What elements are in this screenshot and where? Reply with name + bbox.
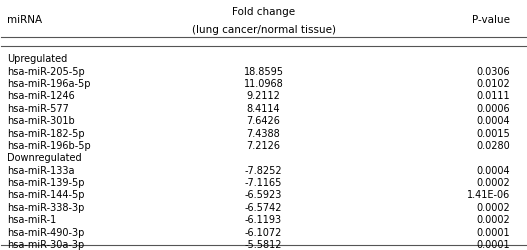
Text: 0.0004: 0.0004 — [476, 116, 510, 126]
Text: hsa-miR-205-5p: hsa-miR-205-5p — [7, 67, 84, 77]
Text: 1.41E-06: 1.41E-06 — [466, 190, 510, 200]
Text: -6.1193: -6.1193 — [245, 215, 282, 225]
Text: miRNA: miRNA — [7, 15, 42, 25]
Text: Upregulated: Upregulated — [7, 54, 67, 64]
Text: 7.4388: 7.4388 — [247, 128, 280, 138]
Text: hsa-miR-196a-5p: hsa-miR-196a-5p — [7, 79, 90, 89]
Text: 0.0015: 0.0015 — [476, 128, 510, 138]
Text: hsa-miR-144-5p: hsa-miR-144-5p — [7, 190, 84, 200]
Text: 0.0001: 0.0001 — [476, 240, 510, 250]
Text: 0.0002: 0.0002 — [476, 178, 510, 188]
Text: hsa-miR-139-5p: hsa-miR-139-5p — [7, 178, 84, 188]
Text: 7.2126: 7.2126 — [247, 141, 280, 151]
Text: 0.0102: 0.0102 — [476, 79, 510, 89]
Text: 0.0002: 0.0002 — [476, 203, 510, 213]
Text: hsa-miR-577: hsa-miR-577 — [7, 104, 69, 114]
Text: 9.2112: 9.2112 — [247, 92, 280, 102]
Text: -5.5812: -5.5812 — [245, 240, 282, 250]
Text: hsa-miR-1246: hsa-miR-1246 — [7, 92, 74, 102]
Text: -6.1072: -6.1072 — [245, 228, 282, 238]
Text: 0.0006: 0.0006 — [476, 104, 510, 114]
Text: hsa-miR-338-3p: hsa-miR-338-3p — [7, 203, 84, 213]
Text: 8.4114: 8.4114 — [247, 104, 280, 114]
Text: 11.0968: 11.0968 — [243, 79, 284, 89]
Text: 7.6426: 7.6426 — [247, 116, 280, 126]
Text: -6.5742: -6.5742 — [245, 203, 282, 213]
Text: hsa-miR-1: hsa-miR-1 — [7, 215, 56, 225]
Text: hsa-miR-301b: hsa-miR-301b — [7, 116, 74, 126]
Text: hsa-miR-133a: hsa-miR-133a — [7, 166, 74, 176]
Text: 0.0002: 0.0002 — [476, 215, 510, 225]
Text: hsa-miR-182-5p: hsa-miR-182-5p — [7, 128, 84, 138]
Text: 0.0111: 0.0111 — [476, 92, 510, 102]
Text: -6.5923: -6.5923 — [245, 190, 282, 200]
Text: Downregulated: Downregulated — [7, 153, 81, 163]
Text: -7.8252: -7.8252 — [245, 166, 282, 176]
Text: 0.0280: 0.0280 — [476, 141, 510, 151]
Text: P-value: P-value — [472, 15, 510, 25]
Text: Fold change: Fold change — [232, 8, 295, 18]
Text: -7.1165: -7.1165 — [245, 178, 282, 188]
Text: hsa-miR-30a-3p: hsa-miR-30a-3p — [7, 240, 84, 250]
Text: 0.0306: 0.0306 — [476, 67, 510, 77]
Text: hsa-miR-196b-5p: hsa-miR-196b-5p — [7, 141, 91, 151]
Text: 0.0004: 0.0004 — [476, 166, 510, 176]
Text: hsa-miR-490-3p: hsa-miR-490-3p — [7, 228, 84, 238]
Text: 0.0001: 0.0001 — [476, 228, 510, 238]
Text: 18.8595: 18.8595 — [243, 67, 284, 77]
Text: (lung cancer/normal tissue): (lung cancer/normal tissue) — [191, 25, 336, 35]
